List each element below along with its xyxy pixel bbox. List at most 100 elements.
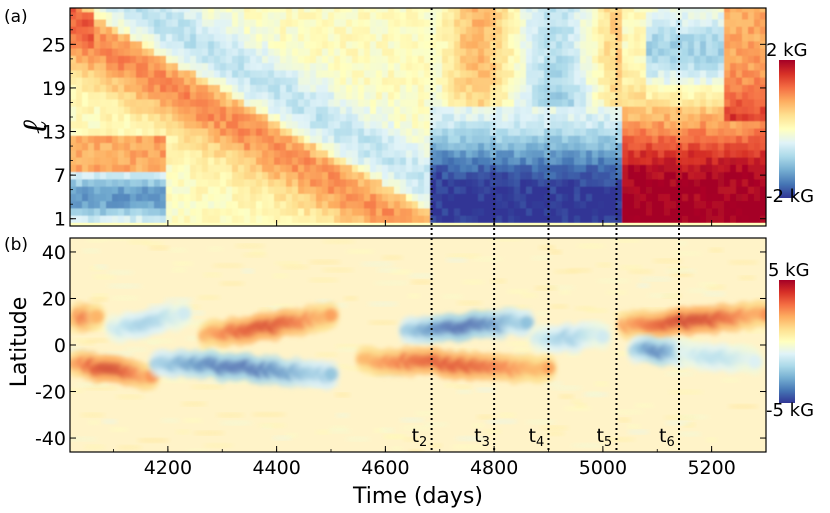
heatmap-a-cell <box>244 149 251 158</box>
heatmap-a-cell <box>598 77 605 85</box>
heatmap-a-cell <box>688 18 695 27</box>
heatmap-a-cell <box>442 149 449 158</box>
heatmap-a-cell <box>508 207 515 216</box>
heatmap-a-cell <box>436 91 443 100</box>
heatmap-a-cell <box>178 69 185 78</box>
heatmap-a-cell <box>334 149 341 158</box>
heatmap-a-cell <box>166 98 173 107</box>
heatmap-a-cell <box>208 77 215 85</box>
heatmap-a-cell <box>532 47 539 56</box>
heatmap-a-cell <box>688 178 695 187</box>
heatmap-a-cell <box>448 33 455 42</box>
heatmap-a-cell <box>694 171 701 180</box>
heatmap-a-cell <box>454 178 461 187</box>
heatmap-a-cell <box>430 84 437 93</box>
heatmap-a-cell <box>460 178 467 187</box>
heatmap-a-cell <box>592 193 599 202</box>
heatmap-a-cell <box>490 8 497 13</box>
heatmap-a-cell <box>742 164 749 173</box>
heatmap-a-cell <box>124 149 131 158</box>
heatmap-a-cell <box>574 11 581 20</box>
heatmap-a-cell <box>412 106 419 114</box>
heatmap-a-cell <box>304 120 311 129</box>
heatmap-a-cell <box>532 200 539 209</box>
heatmap-a-cell <box>520 8 527 13</box>
heatmap-a-cell <box>748 156 755 165</box>
heatmap-a-cell <box>130 47 137 56</box>
heatmap-a-cell <box>754 164 761 173</box>
heatmap-a-cell <box>676 171 683 180</box>
heatmap-a-cell <box>208 207 215 216</box>
heatmap-a-cell <box>250 8 257 13</box>
heatmap-a-cell <box>364 62 371 71</box>
heatmap-a-cell <box>562 164 569 173</box>
speckle-b <box>616 417 632 423</box>
heatmap-a-cell <box>358 40 365 49</box>
heatmap-a-cell <box>466 164 473 173</box>
speckle-b <box>440 294 464 300</box>
heatmap-a-cell <box>364 215 371 223</box>
heatmap-a-cell <box>394 47 401 56</box>
heatmap-a-cell <box>262 98 269 107</box>
heatmap-a-cell <box>232 62 239 71</box>
heatmap-a-cell <box>418 200 425 209</box>
heatmap-a-cell <box>742 156 749 165</box>
heatmap-a-cell <box>328 200 335 209</box>
heatmap-a-cell <box>166 69 173 78</box>
heatmap-a-cell <box>586 171 593 180</box>
heatmap-a-cell <box>508 69 515 78</box>
heatmap-a-cell <box>418 11 425 20</box>
speckle-b <box>280 264 310 270</box>
heatmap-a-cell <box>448 62 455 71</box>
heatmap-a-cell <box>580 215 587 223</box>
heatmap-a-cell <box>460 106 467 114</box>
heatmap-a-cell <box>184 84 191 93</box>
heatmap-a-cell <box>130 178 137 187</box>
heatmap-a-cell <box>460 207 467 216</box>
heatmap-a-cell <box>130 127 137 136</box>
heatmap-a-cell <box>556 113 563 122</box>
heatmap-a-cell <box>676 62 683 71</box>
heatmap-a-cell <box>634 193 641 202</box>
heatmap-a-cell <box>262 33 269 42</box>
heatmap-a-cell <box>76 193 83 202</box>
heatmap-a-cell <box>502 84 509 93</box>
heatmap-a-cell <box>574 207 581 216</box>
heatmap-a-cell <box>208 69 215 78</box>
heatmap-a-cell <box>520 200 527 209</box>
heatmap-a-cell <box>556 149 563 158</box>
heatmap-a-cell <box>136 69 143 78</box>
heatmap-a-cell <box>316 149 323 158</box>
heatmap-a-cell <box>334 106 341 114</box>
heatmap-a-cell <box>82 178 89 187</box>
heatmap-a-cell <box>658 18 665 27</box>
heatmap-a-cell <box>376 11 383 20</box>
heatmap-a-cell <box>478 40 485 49</box>
heatmap-a-cell <box>496 11 503 20</box>
heatmap-a-cell <box>544 178 551 187</box>
heatmap-a-cell <box>568 11 575 20</box>
heatmap-a-cell <box>154 8 161 13</box>
heatmap-a-cell <box>544 91 551 100</box>
heatmap-a-cell <box>586 40 593 49</box>
heatmap-a-cell <box>532 186 539 194</box>
heatmap-a-cell <box>748 193 755 202</box>
speckle-b <box>106 283 143 289</box>
heatmap-a-cell <box>748 84 755 93</box>
heatmap-a-cell <box>682 215 689 223</box>
speckle-b <box>507 341 531 347</box>
heatmap-a-cell <box>196 127 203 136</box>
heatmap-a-cell <box>280 164 287 173</box>
heatmap-a-cell <box>124 69 131 78</box>
heatmap-a-cell <box>322 98 329 107</box>
heatmap-a-cell <box>712 106 719 114</box>
heatmap-a-cell <box>376 62 383 71</box>
heatmap-a-cell <box>610 91 617 100</box>
heatmap-a-cell <box>598 62 605 71</box>
heatmap-a-cell <box>346 120 353 129</box>
heatmap-a-cell <box>526 120 533 129</box>
heatmap-a-cell <box>226 207 233 216</box>
heatmap-a-cell <box>256 106 263 114</box>
heatmap-a-cell <box>418 193 425 202</box>
heatmap-a-cell <box>436 33 443 42</box>
